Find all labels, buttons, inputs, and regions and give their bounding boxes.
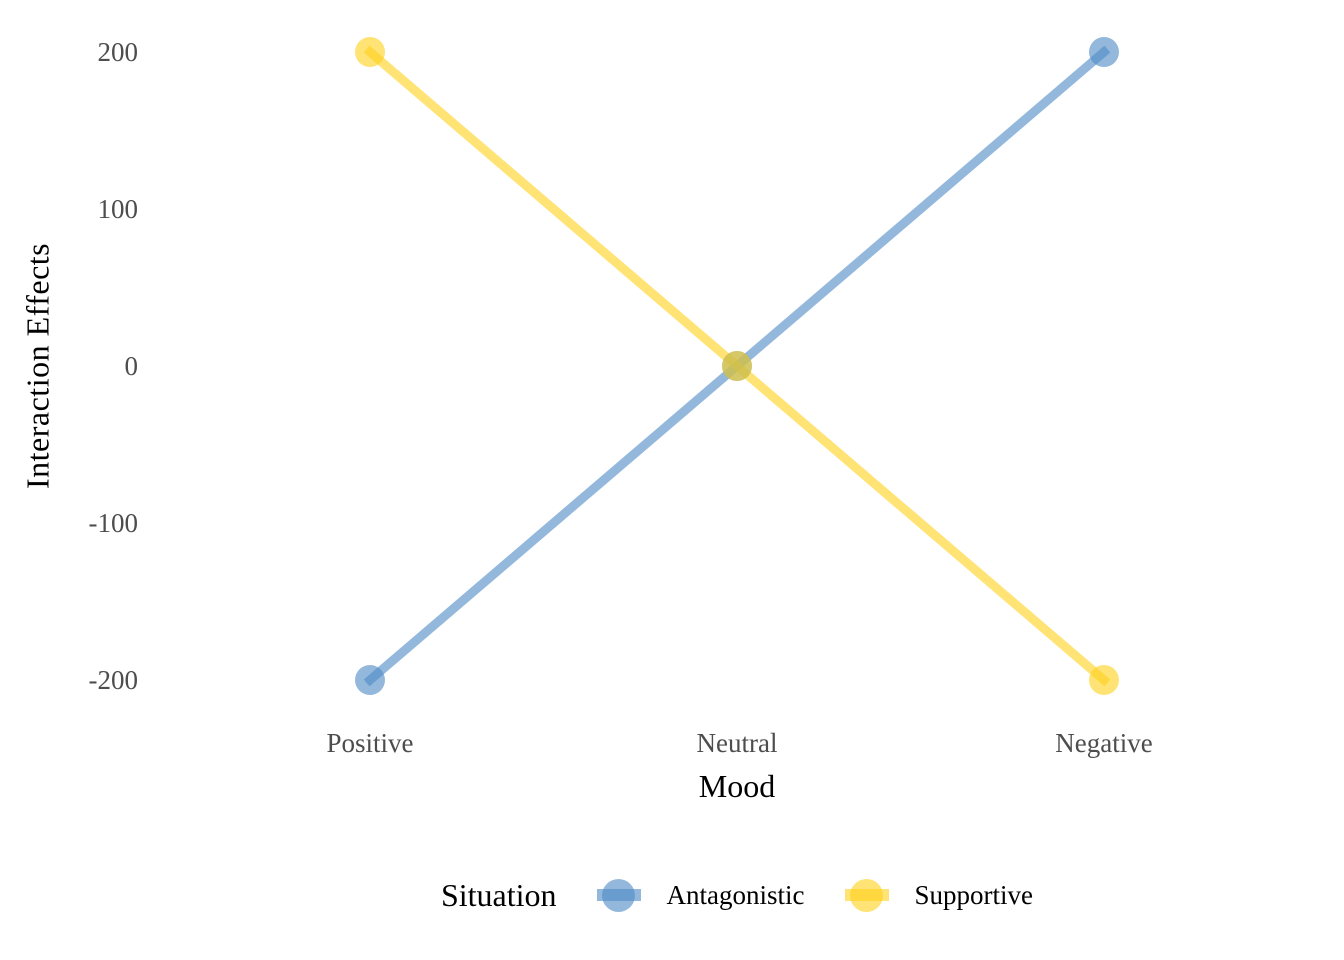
legend-title: Situation <box>440 876 557 913</box>
legend: Situation Antagonistic Supportive <box>170 866 1304 924</box>
y-tick-label: -100 <box>88 508 139 538</box>
x-axis-title: Mood <box>698 768 776 804</box>
line-point-key-icon <box>844 877 889 913</box>
legend-item-supportive: Supportive <box>844 877 1034 913</box>
y-tick-label: 200 <box>97 37 139 67</box>
data-point-antagonistic-positive <box>355 665 385 695</box>
data-point-supportive-negative <box>1089 665 1119 695</box>
data-point-antagonistic-negative <box>1089 37 1119 67</box>
data-point-supportive-positive <box>355 37 385 67</box>
line-key-band <box>844 889 889 901</box>
data-point-supportive-neutral <box>722 351 752 381</box>
x-tick-label-positive: Positive <box>326 728 414 758</box>
legend-label: Antagonistic <box>666 879 805 910</box>
y-tick-label: 0 <box>124 351 139 381</box>
y-tick-label: -200 <box>88 665 139 695</box>
x-tick-label-negative: Negative <box>1055 728 1153 758</box>
legend-label: Supportive <box>914 879 1034 910</box>
line-key-band <box>596 889 641 901</box>
y-axis-title: Interaction Effects <box>19 242 56 490</box>
legend-item-antagonistic: Antagonistic <box>596 877 805 913</box>
line-point-key-icon <box>596 877 641 913</box>
x-tick-label-neutral: Neutral <box>696 728 778 758</box>
y-tick-label: 100 <box>97 194 139 224</box>
